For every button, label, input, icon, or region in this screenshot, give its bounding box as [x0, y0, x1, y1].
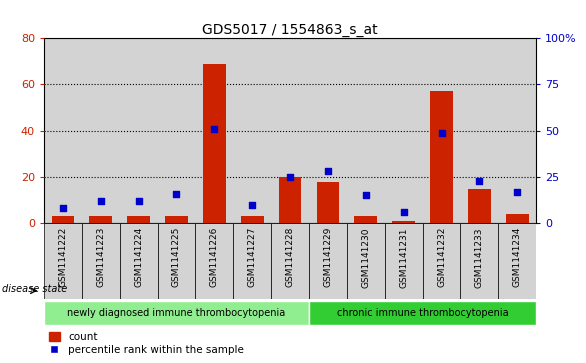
Text: GSM1141230: GSM1141230 [362, 227, 370, 287]
Bar [309, 223, 347, 299]
Text: GSM1141231: GSM1141231 [399, 227, 408, 287]
Bar [309, 301, 536, 325]
Bar [127, 216, 150, 223]
Bar [44, 301, 309, 325]
Text: GSM1141225: GSM1141225 [172, 227, 181, 287]
Bar [44, 38, 82, 223]
Bar [347, 38, 385, 223]
Text: GSM1141223: GSM1141223 [96, 227, 105, 287]
Bar [271, 38, 309, 223]
Bar [44, 223, 82, 299]
Bar [271, 223, 309, 299]
Bar [90, 216, 112, 223]
Bar [195, 38, 233, 223]
Bar [316, 182, 339, 223]
Bar [347, 223, 385, 299]
Bar [498, 38, 536, 223]
Bar [120, 38, 158, 223]
Point [247, 202, 257, 208]
Legend: count, percentile rank within the sample: count, percentile rank within the sample [49, 332, 244, 355]
Text: GSM1141234: GSM1141234 [513, 227, 522, 287]
Point [210, 126, 219, 132]
Text: GSM1141222: GSM1141222 [59, 227, 67, 287]
Text: chronic immune thrombocytopenia: chronic immune thrombocytopenia [337, 308, 509, 318]
Bar [385, 38, 423, 223]
Bar [120, 223, 158, 299]
Text: GSM1141233: GSM1141233 [475, 227, 484, 287]
Text: newly diagnosed immune thrombocytopenia: newly diagnosed immune thrombocytopenia [67, 308, 285, 318]
Point [172, 191, 181, 196]
Bar [158, 223, 195, 299]
Bar [392, 221, 415, 223]
Text: disease state: disease state [2, 284, 67, 294]
Bar [82, 223, 120, 299]
Bar [82, 38, 120, 223]
Point [134, 198, 144, 204]
Bar [195, 223, 233, 299]
Bar [461, 38, 498, 223]
Point [58, 205, 67, 211]
Point [361, 192, 370, 198]
Bar [279, 177, 301, 223]
Bar [233, 223, 271, 299]
Point [323, 168, 333, 174]
Bar [165, 216, 188, 223]
Text: GSM1141229: GSM1141229 [323, 227, 332, 287]
Point [96, 198, 105, 204]
Point [513, 189, 522, 195]
Text: GSM1141226: GSM1141226 [210, 227, 219, 287]
Bar [423, 38, 461, 223]
Bar [385, 223, 423, 299]
Title: GDS5017 / 1554863_s_at: GDS5017 / 1554863_s_at [202, 23, 378, 37]
Bar [506, 214, 529, 223]
Point [285, 174, 295, 180]
Bar [423, 223, 461, 299]
Text: GSM1141227: GSM1141227 [248, 227, 257, 287]
Bar [158, 38, 195, 223]
Bar [309, 38, 347, 223]
Text: GSM1141224: GSM1141224 [134, 227, 143, 287]
Bar [241, 216, 264, 223]
Bar [498, 223, 536, 299]
Bar [203, 64, 226, 223]
Point [399, 209, 408, 215]
Point [475, 178, 484, 184]
Point [437, 130, 446, 135]
Bar [468, 188, 490, 223]
Text: GSM1141228: GSM1141228 [285, 227, 295, 287]
Bar [430, 91, 453, 223]
Bar [461, 223, 498, 299]
Text: GSM1141232: GSM1141232 [437, 227, 446, 287]
Bar [52, 216, 74, 223]
Bar [233, 38, 271, 223]
Bar [355, 216, 377, 223]
